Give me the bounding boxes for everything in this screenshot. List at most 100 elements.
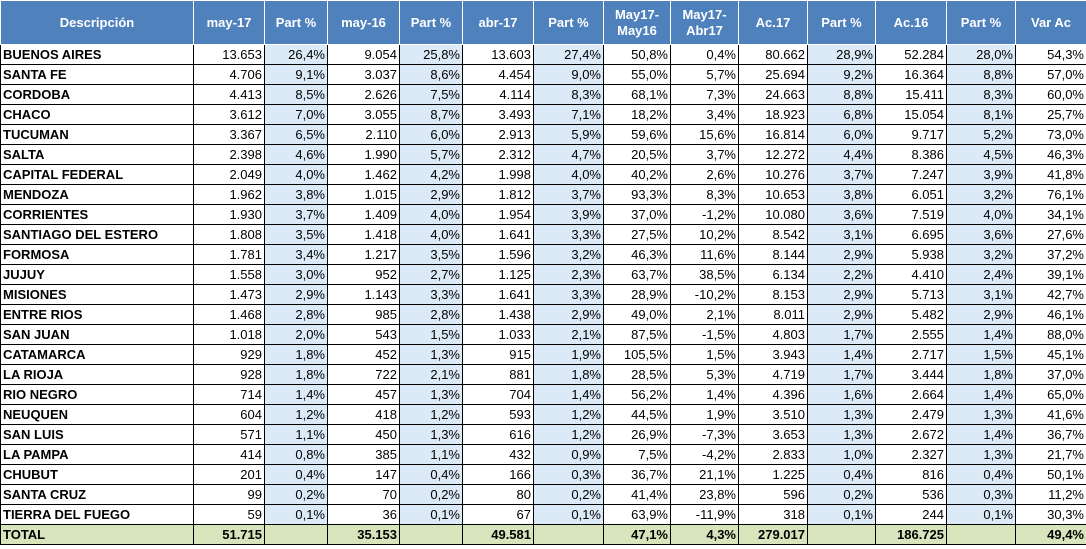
province-cell: CHACO xyxy=(1,105,194,125)
value-cell: 3.943 xyxy=(739,345,808,365)
value-cell: 6.695 xyxy=(876,225,947,245)
value-cell: 49,0% xyxy=(604,305,671,325)
value-cell: 5,7% xyxy=(671,65,739,85)
value-cell: 46,1% xyxy=(1016,305,1086,325)
value-cell: 450 xyxy=(328,425,400,445)
value-cell: 1.954 xyxy=(463,205,534,225)
value-cell: 1,2% xyxy=(265,405,328,425)
value-cell: 80 xyxy=(463,485,534,505)
value-cell: 0,2% xyxy=(265,485,328,505)
value-cell: 9.054 xyxy=(328,45,400,65)
value-cell: 3.444 xyxy=(876,365,947,385)
value-cell: 1,3% xyxy=(808,425,876,445)
value-cell: 1,4% xyxy=(534,385,604,405)
header-cell: may-16 xyxy=(328,1,400,45)
value-cell: 1.930 xyxy=(194,205,265,225)
value-cell: 3.653 xyxy=(739,425,808,445)
value-cell: 36,7% xyxy=(604,465,671,485)
value-cell: 3,3% xyxy=(534,225,604,245)
value-cell: 4.396 xyxy=(739,385,808,405)
value-cell: 80.662 xyxy=(739,45,808,65)
value-cell: 0,1% xyxy=(534,505,604,525)
value-cell: 20,5% xyxy=(604,145,671,165)
value-cell: 1.812 xyxy=(463,185,534,205)
value-cell: 2.555 xyxy=(876,325,947,345)
value-cell: 8,3% xyxy=(671,185,739,205)
empty-cell xyxy=(947,525,1016,545)
value-cell: 4,7% xyxy=(534,145,604,165)
value-cell: 432 xyxy=(463,445,534,465)
value-cell: 3,9% xyxy=(947,165,1016,185)
value-cell: 2,9% xyxy=(265,285,328,305)
value-cell: 1.641 xyxy=(463,225,534,245)
value-cell: 9,0% xyxy=(534,65,604,85)
value-cell: 4,0% xyxy=(400,205,463,225)
value-cell: 7,5% xyxy=(400,85,463,105)
province-cell: SANTA FE xyxy=(1,65,194,85)
province-cell: TUCUMAN xyxy=(1,125,194,145)
province-cell: SAN LUIS xyxy=(1,425,194,445)
value-cell: 1,5% xyxy=(671,345,739,365)
value-cell: 41,6% xyxy=(1016,405,1086,425)
value-cell: 1,8% xyxy=(265,365,328,385)
province-cell: JUJUY xyxy=(1,265,194,285)
value-cell: -7,3% xyxy=(671,425,739,445)
empty-cell xyxy=(534,525,604,545)
value-cell: 2,1% xyxy=(400,365,463,385)
value-cell: 7,0% xyxy=(265,105,328,125)
value-cell: 5,9% xyxy=(534,125,604,145)
value-cell: 2,9% xyxy=(534,305,604,325)
value-cell: 3,7% xyxy=(534,185,604,205)
value-cell: 8.386 xyxy=(876,145,947,165)
value-cell: 1.596 xyxy=(463,245,534,265)
value-cell: 1,7% xyxy=(808,325,876,345)
header-cell: May17- May16 xyxy=(604,1,671,45)
value-cell: 1,9% xyxy=(534,345,604,365)
value-cell: 2,0% xyxy=(265,325,328,345)
value-cell: 8,8% xyxy=(808,85,876,105)
value-cell: 40,2% xyxy=(604,165,671,185)
value-cell: 26,9% xyxy=(604,425,671,445)
value-cell: 593 xyxy=(463,405,534,425)
value-cell: 1.781 xyxy=(194,245,265,265)
value-cell: 10.653 xyxy=(739,185,808,205)
value-cell: 5.482 xyxy=(876,305,947,325)
header-cell: May17- Abr17 xyxy=(671,1,739,45)
value-cell: 39,1% xyxy=(1016,265,1086,285)
table-row: MISIONES1.4732,9%1.1433,3%1.6413,3%28,9%… xyxy=(1,285,1086,305)
value-cell: 8,7% xyxy=(400,105,463,125)
value-cell: 1.225 xyxy=(739,465,808,485)
value-cell: 1,8% xyxy=(265,345,328,365)
value-cell: 4.114 xyxy=(463,85,534,105)
value-cell: 3,9% xyxy=(534,205,604,225)
value-cell: 1,6% xyxy=(808,385,876,405)
value-cell: 2,9% xyxy=(808,305,876,325)
value-cell: 1.473 xyxy=(194,285,265,305)
value-cell: 4,6% xyxy=(265,145,328,165)
value-cell: 56,2% xyxy=(604,385,671,405)
value-cell: 1.418 xyxy=(328,225,400,245)
value-cell: 88,0% xyxy=(1016,325,1086,345)
value-cell: 0,2% xyxy=(534,485,604,505)
value-cell: 1,2% xyxy=(534,405,604,425)
province-cell: CAPITAL FEDERAL xyxy=(1,165,194,185)
value-cell: 65,0% xyxy=(1016,385,1086,405)
value-cell: 6,0% xyxy=(808,125,876,145)
value-cell: 44,5% xyxy=(604,405,671,425)
value-cell: 4,0% xyxy=(947,205,1016,225)
table-row: SANTA FE4.7069,1%3.0378,6%4.4549,0%55,0%… xyxy=(1,65,1086,85)
value-cell: 1.962 xyxy=(194,185,265,205)
value-cell: 2.672 xyxy=(876,425,947,445)
province-cell: FORMOSA xyxy=(1,245,194,265)
value-cell: 1.125 xyxy=(463,265,534,285)
value-cell: 12.272 xyxy=(739,145,808,165)
value-cell: 4.719 xyxy=(739,365,808,385)
value-cell: 1,5% xyxy=(400,325,463,345)
value-cell: 28,5% xyxy=(604,365,671,385)
province-cell: BUENOS AIRES xyxy=(1,45,194,65)
value-cell: 6,5% xyxy=(265,125,328,145)
value-cell: 4,5% xyxy=(947,145,1016,165)
value-cell: 3,6% xyxy=(808,205,876,225)
value-cell: 1.998 xyxy=(463,165,534,185)
